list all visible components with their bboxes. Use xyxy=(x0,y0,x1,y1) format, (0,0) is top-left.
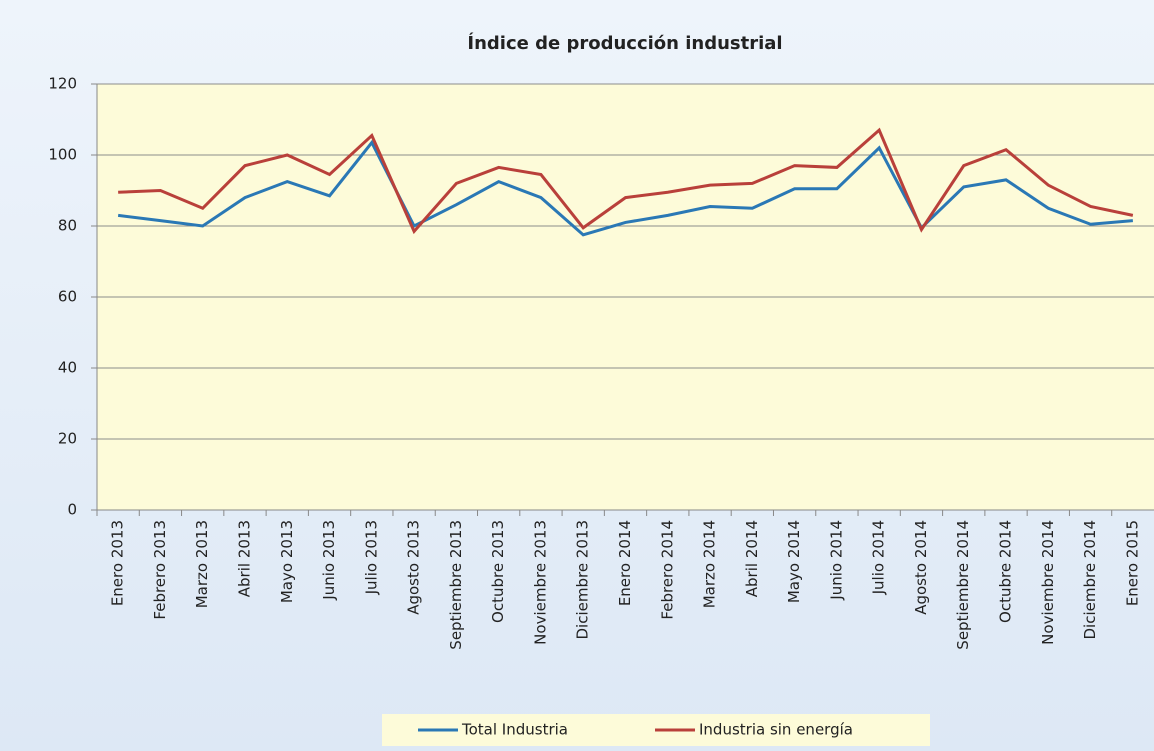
x-tick-label: Mayo 2013 xyxy=(278,520,296,603)
x-tick-label: Enero 2015 xyxy=(1123,520,1141,606)
x-tick-label: Junio 2014 xyxy=(827,520,845,601)
chart-title: Índice de producción industrial xyxy=(467,32,782,54)
x-tick-label: Febrero 2013 xyxy=(151,520,169,620)
x-tick-label: Agosto 2014 xyxy=(912,520,930,615)
x-tick-label: Abril 2014 xyxy=(743,520,761,597)
y-tick-label: 60 xyxy=(58,288,77,306)
x-tick-label: Abril 2013 xyxy=(235,520,253,597)
x-tick-label: Noviembre 2013 xyxy=(531,520,549,645)
y-tick-label: 120 xyxy=(48,75,77,93)
legend-label: Industria sin energía xyxy=(699,721,853,739)
series-line xyxy=(117,139,1133,237)
x-tick-label: Noviembre 2014 xyxy=(1039,520,1057,645)
x-tick-label: Septiembre 2013 xyxy=(447,520,465,650)
x-tick-label: Marzo 2014 xyxy=(701,520,719,608)
x-tick-label: Febrero 2014 xyxy=(658,520,676,620)
x-tick-label: Mayo 2014 xyxy=(785,520,803,603)
legend-label: Total Industria xyxy=(461,721,568,739)
y-tick-label: 80 xyxy=(58,217,77,235)
x-tick-label: Octubre 2014 xyxy=(997,520,1015,623)
x-tick-label: Diciembre 2013 xyxy=(574,520,592,640)
y-tick-label: 20 xyxy=(58,430,77,448)
x-tick-label: Diciembre 2014 xyxy=(1081,520,1099,640)
x-tick-label: Octubre 2013 xyxy=(489,520,507,623)
x-tick-label: Septiembre 2014 xyxy=(954,520,972,650)
series-line xyxy=(118,127,1134,235)
x-tick-label: Enero 2013 xyxy=(109,520,127,606)
x-tick-label: Enero 2014 xyxy=(616,520,634,606)
x-tick-label: Julio 2013 xyxy=(362,520,380,595)
x-tick-label: Agosto 2013 xyxy=(405,520,423,615)
y-tick-label: 40 xyxy=(58,359,77,377)
x-tick-label: Junio 2013 xyxy=(320,520,338,601)
x-tick-label: Julio 2014 xyxy=(870,520,888,595)
y-tick-label: 0 xyxy=(67,501,77,519)
y-tick-label: 100 xyxy=(48,146,77,164)
x-tick-label: Marzo 2013 xyxy=(193,520,211,608)
